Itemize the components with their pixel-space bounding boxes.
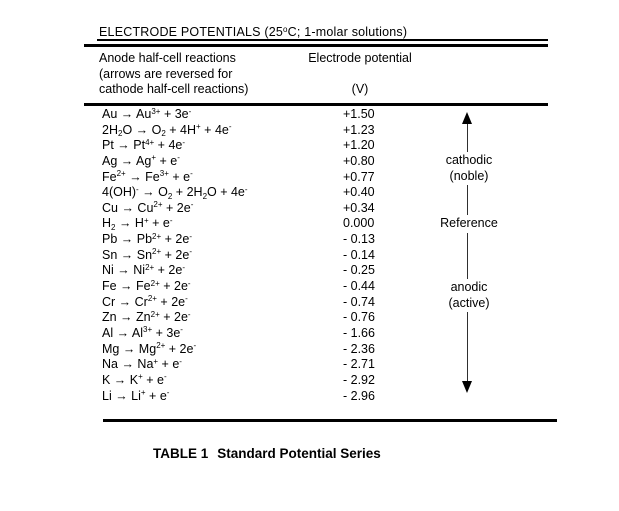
table-row: Cr → Cr2+ + 2e- - 0.74: [102, 295, 548, 311]
arrow-down-icon: [462, 381, 472, 393]
table-caption-label: TABLE 1: [153, 446, 209, 461]
column-header-reactions-line3: cathode half-cell reactions): [99, 82, 249, 96]
anodic-label-line2: (active): [448, 295, 490, 310]
cathodic-label: cathodic (noble): [434, 152, 504, 185]
top-rule: [84, 44, 548, 47]
reaction-formula: Cr → Cr2+ + 2e-: [102, 294, 188, 309]
table-row: Cu → Cu2+ + 2e- +0.34: [102, 201, 548, 217]
cathodic-label-line1: cathodic: [445, 153, 493, 167]
table-row: Li → Li+ + e- - 2.96: [102, 389, 548, 405]
reaction-formula: K → K+ + e-: [102, 372, 167, 387]
reaction-formula: 2H2O → O2 + 4H+ + 4e-: [102, 122, 232, 139]
table-row: Ag → Ag+ + e- +0.80: [102, 154, 548, 170]
reaction-formula: Na → Na+ + e-: [102, 356, 182, 372]
table-row: 4(OH)- → O2 + 2H2O + 4e- +0.40: [102, 185, 548, 201]
potential-value: +1.50: [343, 107, 375, 121]
cathodic-label-line2: (noble): [449, 168, 489, 183]
reaction-formula: Pt → Pt4+ + 4e-: [102, 137, 186, 153]
table-caption: TABLE 1 Standard Potential Series: [153, 446, 381, 461]
reaction-rows: Au → Au3+ + 3e- +1.50 2H2O → O2 + 4H+ + 4e…: [102, 107, 548, 404]
potential-value: - 2.36: [343, 341, 375, 356]
table-row: Pt → Pt4+ + 4e- +1.20: [102, 138, 548, 154]
reaction-formula: Fe2+ → Fe3+ + e-: [102, 169, 193, 184]
table-row: Fe → Fe2+ + 2e- - 0.44: [102, 279, 548, 295]
reaction-formula: Au → Au3+ + 3e-: [102, 106, 192, 121]
table-row: Zn → Zn2+ + 2e- - 0.76: [102, 310, 548, 326]
potential-value: +0.34: [343, 200, 375, 215]
reaction-formula: Al → Al3+ + 3e-: [102, 325, 183, 340]
potential-value: +1.23: [343, 122, 375, 137]
header-divider-rule: [84, 103, 548, 106]
reference-label: Reference: [434, 215, 504, 233]
arrow-up-icon: [462, 112, 472, 124]
table-row: Sn → Sn2+ + 2e- - 0.14: [102, 248, 548, 264]
potential-value: - 0.14: [343, 247, 375, 262]
potential-value: - 1.66: [343, 325, 375, 340]
title-underline: [97, 39, 548, 41]
reaction-formula: Zn → Zn2+ + 2e-: [102, 309, 191, 325]
table-row: Na → Na+ + e- - 2.71: [102, 357, 548, 373]
table-row: Al → Al3+ + 3e- - 1.66: [102, 326, 548, 342]
potential-value: - 0.74: [343, 294, 375, 309]
reaction-formula: Cu → Cu2+ + 2e-: [102, 200, 194, 215]
scale-arrow-shaft: [467, 122, 468, 382]
table-row: Au → Au3+ + 3e- +1.50: [102, 107, 548, 123]
potential-value: - 2.71: [343, 357, 375, 372]
reaction-formula: Li → Li+ + e-: [102, 388, 170, 403]
reaction-formula: Mg → Mg2+ + 2e-: [102, 341, 197, 356]
potential-value: - 0.44: [343, 279, 375, 294]
table-row: H2 → H+ + e- 0.000: [102, 216, 548, 232]
reaction-formula: Fe → Fe2+ + 2e-: [102, 278, 191, 294]
column-header-potential-unit: (V): [351, 82, 369, 96]
potential-value: +1.20: [343, 138, 375, 153]
column-header-reactions-line2: (arrows are reversed for: [99, 66, 233, 81]
potential-value: +0.40: [343, 185, 375, 200]
table-row: K → K+ + e- - 2.92: [102, 373, 548, 389]
potential-value: - 2.96: [343, 388, 375, 403]
reaction-formula: Pb → Pb2+ + 2e-: [102, 231, 192, 247]
reaction-formula: Ni → Ni2+ + 2e-: [102, 262, 186, 278]
reaction-formula: Sn → Sn2+ + 2e-: [102, 247, 192, 262]
potential-value: - 2.92: [343, 372, 375, 387]
table-caption-text: Standard Potential Series: [217, 446, 381, 461]
column-header-reactions-line1: Anode half-cell reactions: [99, 51, 236, 65]
potential-value: - 0.13: [343, 232, 375, 247]
table-title: ELECTRODE POTENTIALS (25oC; 1-molar solu…: [99, 24, 408, 39]
column-header-reactions: Anode half-cell reactions (arrows are re…: [99, 51, 248, 98]
reaction-formula: H2 → H+ + e-: [102, 215, 173, 232]
table-row: 2H2O → O2 + 4H+ + 4e- +1.23: [102, 123, 548, 139]
anodic-label: anodic (active): [434, 279, 504, 312]
column-header-potential: Electrode potential: [308, 51, 412, 65]
potential-value: +0.80: [343, 153, 375, 168]
reaction-formula: Ag → Ag+ + e-: [102, 153, 180, 168]
table-row: Pb → Pb2+ + 2e- - 0.13: [102, 232, 548, 248]
potential-value: 0.000: [343, 216, 375, 231]
table-row: Mg → Mg2+ + 2e- - 2.36: [102, 342, 548, 358]
table-row: Ni → Ni2+ + 2e- - 0.25: [102, 263, 548, 279]
potential-value: - 0.25: [343, 263, 375, 278]
potential-value: +0.77: [343, 169, 375, 184]
reaction-formula: 4(OH)- → O2 + 2H2O + 4e-: [102, 184, 248, 201]
anodic-label-line1: anodic: [450, 280, 488, 294]
bottom-rule: [103, 419, 557, 422]
potential-value: - 0.76: [343, 310, 375, 325]
table-row: Fe2+ → Fe3+ + e- +0.77: [102, 170, 548, 186]
